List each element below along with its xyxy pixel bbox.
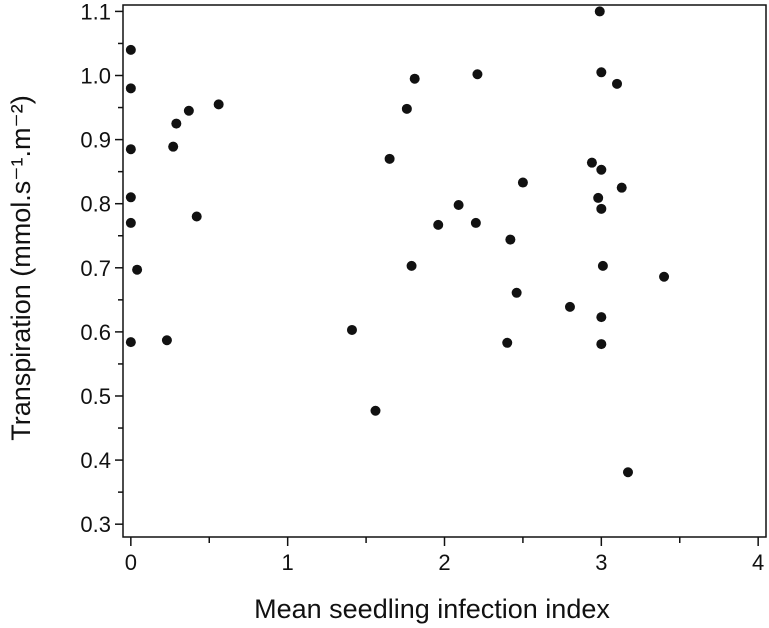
- y-tick-label: 1.1: [80, 0, 111, 24]
- y-tick-label: 1.0: [80, 64, 111, 89]
- data-point: [409, 73, 420, 84]
- data-point: [511, 287, 522, 298]
- data-point: [472, 69, 483, 80]
- data-point: [125, 83, 136, 94]
- data-point: [470, 217, 481, 228]
- data-point: [171, 118, 182, 129]
- data-point: [183, 105, 194, 116]
- data-point: [659, 271, 670, 282]
- data-point: [596, 203, 607, 214]
- y-tick-label: 0.9: [80, 128, 111, 153]
- data-point: [168, 141, 179, 152]
- data-point: [502, 337, 513, 348]
- y-tick-label: 0.4: [80, 448, 111, 473]
- data-point: [213, 99, 224, 110]
- data-point: [132, 264, 143, 275]
- x-tick-label: 3: [595, 550, 607, 575]
- data-point: [596, 312, 607, 323]
- data-point: [505, 234, 516, 245]
- data-point: [125, 144, 136, 155]
- data-point: [433, 219, 444, 230]
- y-tick-label: 0.7: [80, 256, 111, 281]
- data-point: [596, 339, 607, 350]
- x-tick-label: 2: [438, 550, 450, 575]
- y-tick-label: 0.6: [80, 320, 111, 345]
- data-point: [616, 182, 627, 193]
- data-point: [564, 301, 575, 312]
- x-axis-title: Mean seedling infection index: [254, 594, 610, 624]
- data-point: [594, 6, 605, 17]
- y-tick-label: 0.3: [80, 512, 111, 537]
- data-point: [453, 199, 464, 210]
- data-point: [586, 157, 597, 168]
- y-tick-label: 0.8: [80, 192, 111, 217]
- data-point: [597, 260, 608, 271]
- data-point: [596, 164, 607, 175]
- data-point: [622, 467, 633, 478]
- x-tick-label: 1: [282, 550, 294, 575]
- data-point: [370, 405, 381, 416]
- data-point: [125, 337, 136, 348]
- plot-frame: [122, 4, 767, 538]
- data-point: [125, 217, 136, 228]
- data-point: [596, 67, 607, 78]
- y-axis-title: Transpiration (mmol.s⁻¹.m⁻²): [6, 95, 36, 441]
- data-point: [612, 78, 623, 89]
- data-point: [593, 192, 604, 203]
- data-point: [346, 324, 357, 335]
- x-tick-label: 4: [752, 550, 764, 575]
- data-point: [161, 335, 172, 346]
- data-point: [517, 177, 528, 188]
- data-point: [401, 103, 412, 114]
- data-point: [406, 260, 417, 271]
- data-point: [125, 192, 136, 203]
- y-tick-label: 0.5: [80, 384, 111, 409]
- data-point: [125, 44, 136, 55]
- x-tick-label: 0: [125, 550, 137, 575]
- data-point: [191, 211, 202, 222]
- data-point: [384, 153, 395, 164]
